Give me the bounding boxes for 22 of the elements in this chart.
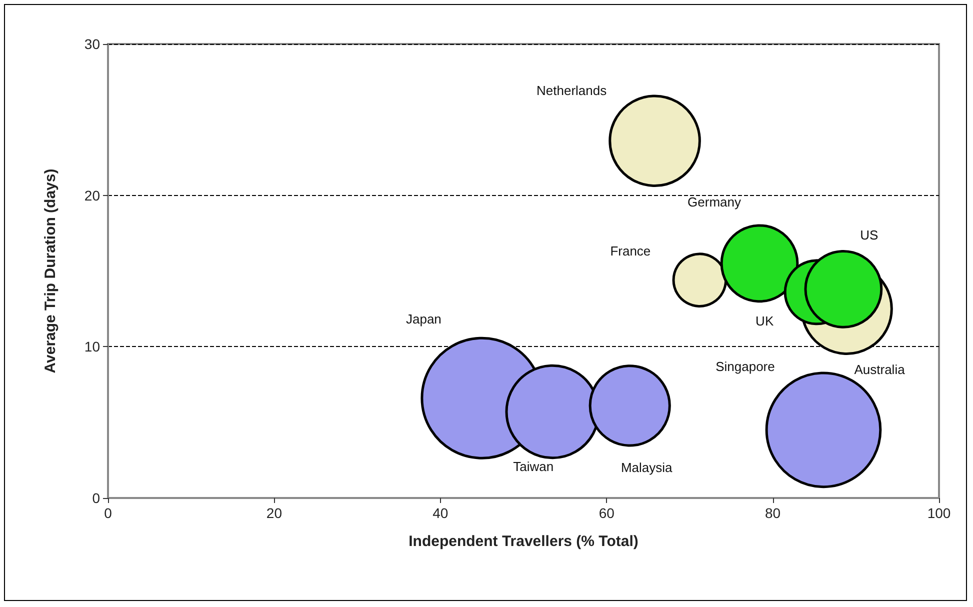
data-label: Germany [688, 194, 742, 210]
y-tick-label: 30 [84, 36, 100, 52]
data-label: France [610, 243, 651, 258]
x-tick-label: 20 [266, 505, 282, 521]
x-tick-label: 100 [927, 505, 951, 521]
data-label: Taiwan [513, 458, 554, 474]
data-label: Singapore [716, 359, 775, 374]
x-tick-label: 60 [598, 505, 615, 521]
x-tick-label: 0 [104, 505, 112, 521]
data-label: US [860, 227, 879, 242]
y-tick-label: 20 [84, 187, 100, 204]
x-tick-label: 80 [765, 505, 781, 521]
data-label: Malaysia [620, 460, 674, 475]
y-tick-label: 10 [84, 338, 100, 355]
data-label: UK [756, 313, 774, 328]
data-label: Australia [854, 362, 906, 378]
data-label: Netherlands [536, 83, 608, 98]
y-tick-label: 0 [92, 490, 100, 506]
data-label: Japan [406, 311, 442, 326]
x-axis-title: Independent Travellers (% Total) [408, 533, 638, 550]
x-tick-label: 40 [432, 505, 448, 521]
y-axis-title: Average Trip Duration (days) [42, 168, 59, 374]
